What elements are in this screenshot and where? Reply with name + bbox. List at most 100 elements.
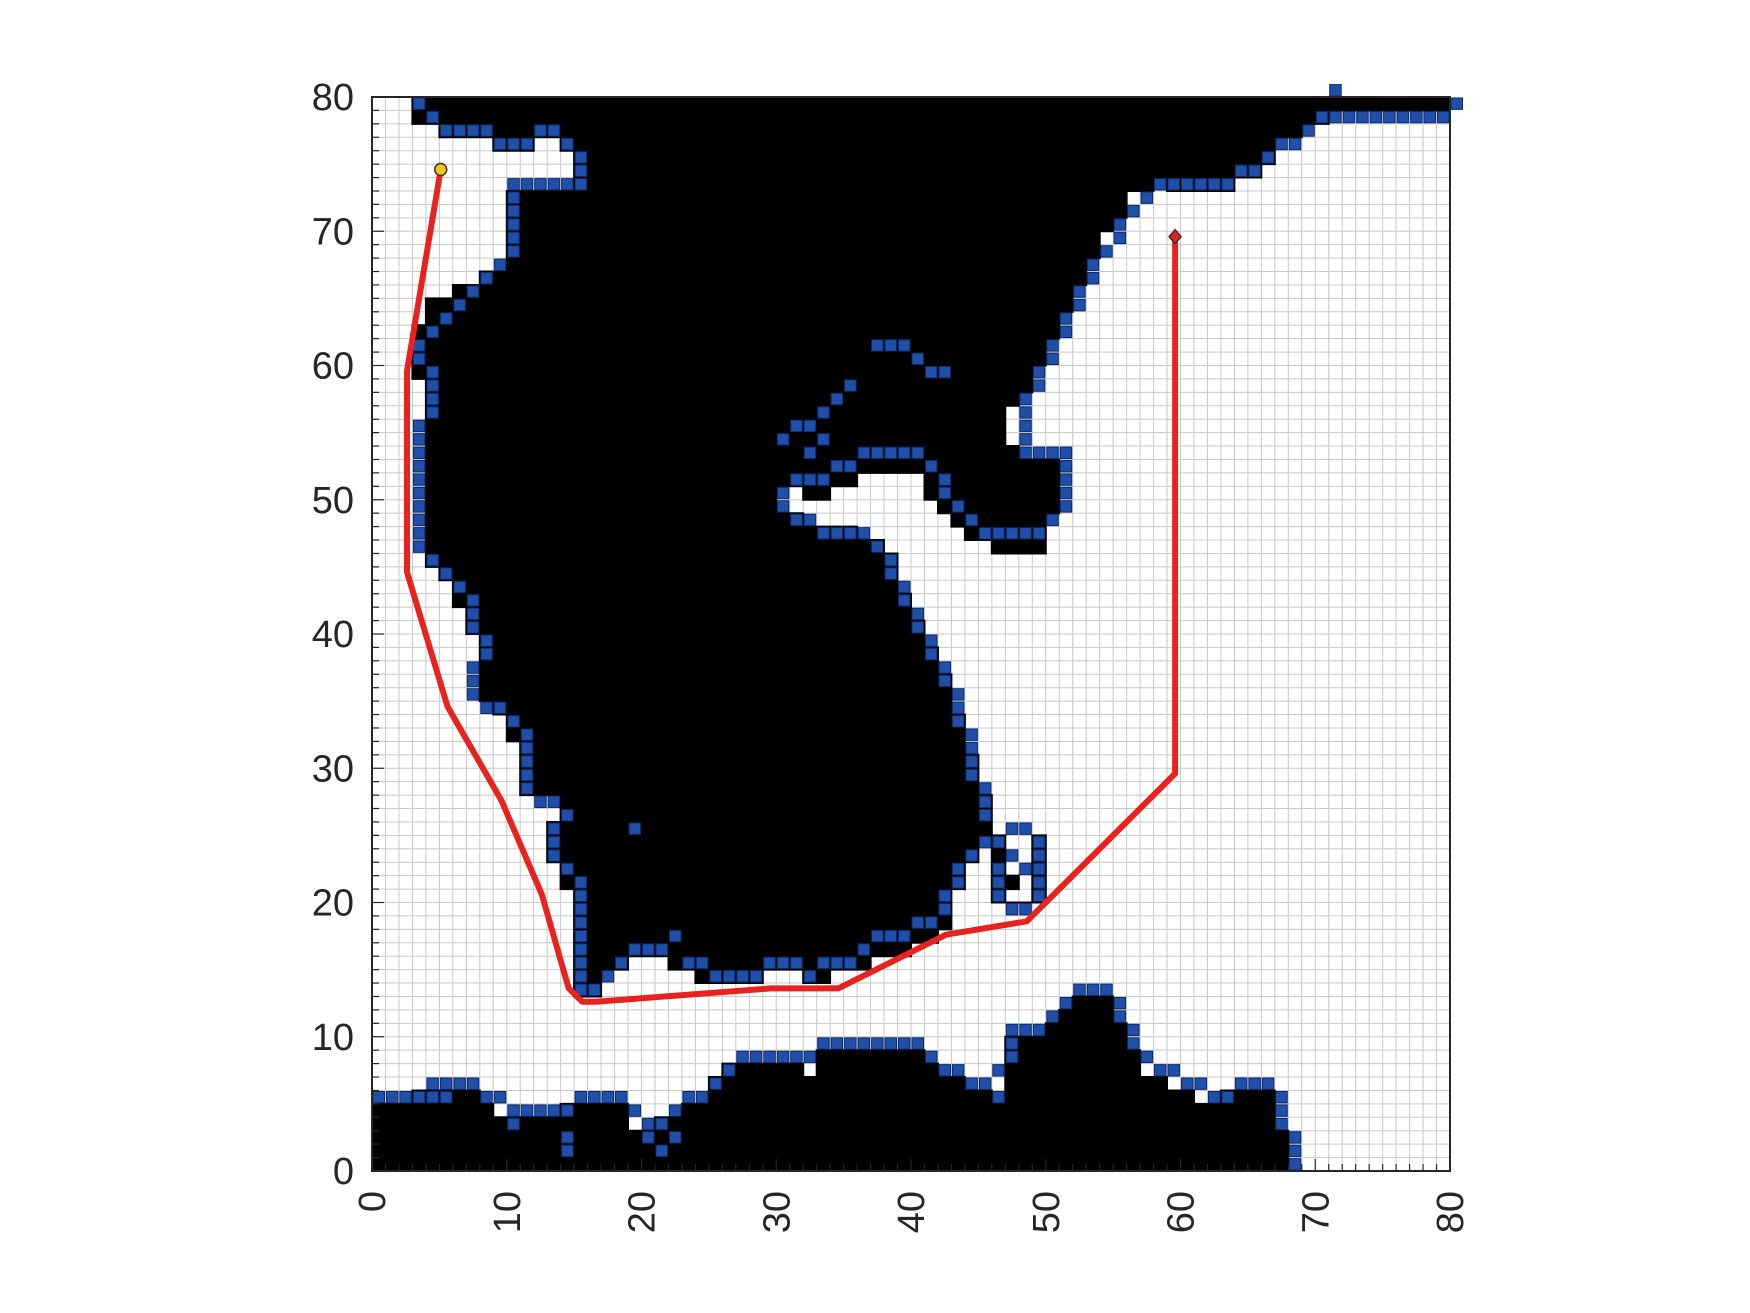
boundary-cell [1032,889,1046,902]
boundary-cell [1221,178,1234,191]
boundary-cell [1019,1023,1032,1037]
boundary-cell [871,446,884,460]
boundary-cell [898,446,911,460]
boundary-cell [1288,1158,1302,1171]
boundary-cell [1032,1023,1046,1037]
boundary-cell [480,272,493,285]
boundary-cell [520,137,534,151]
boundary-cell [669,1104,682,1117]
boundary-cell [992,835,1005,849]
boundary-cell [547,835,561,849]
boundary-cell [722,1064,736,1077]
boundary-cell [790,473,803,486]
boundary-cell [507,245,520,258]
boundary-cell [911,352,924,366]
boundary-cell [830,1037,844,1050]
boundary-cell [965,741,978,755]
boundary-cell [520,755,534,768]
boundary-cell [507,137,520,151]
boundary-cell [574,943,588,956]
boundary-cell [1275,137,1288,151]
boundary-cell [1086,983,1100,996]
obstacle-regions [371,96,1451,1172]
boundary-cell [1005,527,1019,540]
boundary-cell [1059,446,1073,460]
boundary-cell [453,1077,466,1090]
boundary-cell [992,876,1005,889]
boundary-cell [992,1064,1005,1077]
boundary-cell [1194,1077,1207,1090]
boundary-cell [655,1117,668,1131]
boundary-cell [817,473,830,486]
boundary-cell [803,473,817,486]
boundary-cell [1208,1091,1221,1104]
boundary-cell [1329,84,1342,97]
y-tick-label: 40 [312,614,354,656]
boundary-cell [938,473,951,486]
boundary-cell [736,1050,749,1064]
boundary-cell [1019,392,1032,406]
boundary-cell [682,1091,695,1104]
boundary-cell [938,903,951,916]
boundary-cell [1032,379,1046,392]
boundary-cell [992,1091,1005,1104]
boundary-cell [399,1091,412,1104]
boundary-cell [547,822,561,835]
boundary-cell [803,513,817,527]
boundary-cell [1073,298,1086,312]
boundary-cell [1005,1023,1019,1037]
boundary-cell [803,446,817,460]
boundary-cell [965,768,978,782]
boundary-cell [574,164,588,178]
boundary-cell [871,540,884,553]
boundary-cell [790,419,803,433]
boundary-cell [1329,110,1342,124]
boundary-cell [1005,903,1019,916]
boundary-cell [1140,191,1154,204]
boundary-cell [776,1050,790,1064]
boundary-cell [561,178,574,191]
boundary-cell [412,513,426,527]
boundary-cell [776,956,790,970]
boundary-cell [426,554,439,567]
boundary-cell [507,1117,520,1131]
x-tick-label: 50 [1026,1191,1068,1233]
boundary-cell [453,124,466,137]
boundary-cell [628,943,641,956]
boundary-cell [884,929,897,943]
obstacle-region [411,96,1451,998]
boundary-cell [574,929,588,943]
boundary-cell [507,178,520,191]
boundary-cell [938,1064,951,1077]
boundary-cell [507,715,520,728]
boundary-cell [412,446,426,460]
boundary-cell [951,1064,965,1077]
boundary-cell [439,567,453,580]
boundary-cell [1086,272,1100,285]
boundary-cell [480,647,493,661]
boundary-cell [1113,218,1127,231]
boundary-cell [992,862,1005,876]
boundary-cell [1234,1077,1248,1090]
boundary-cell [1221,1091,1234,1104]
boundary-cell [844,527,857,540]
boundary-cell [466,688,480,701]
boundary-cell [884,339,897,352]
y-tick-label: 20 [312,883,354,925]
boundary-cell [574,178,588,191]
boundary-cell [1019,446,1032,460]
boundary-cell [844,956,857,970]
boundary-cell [749,970,763,983]
boundary-cell [574,151,588,164]
boundary-cell [817,406,830,419]
y-tick-label: 10 [312,1017,354,1059]
boundary-cell [520,728,534,741]
boundary-cell [911,607,924,621]
boundary-cell [1342,110,1356,124]
boundary-cell [1032,849,1046,862]
boundary-cell [1059,312,1073,325]
boundary-cell [642,1131,655,1144]
x-tick-label: 10 [487,1191,529,1233]
boundary-cell [790,1050,803,1064]
boundary-cell [561,1104,574,1117]
